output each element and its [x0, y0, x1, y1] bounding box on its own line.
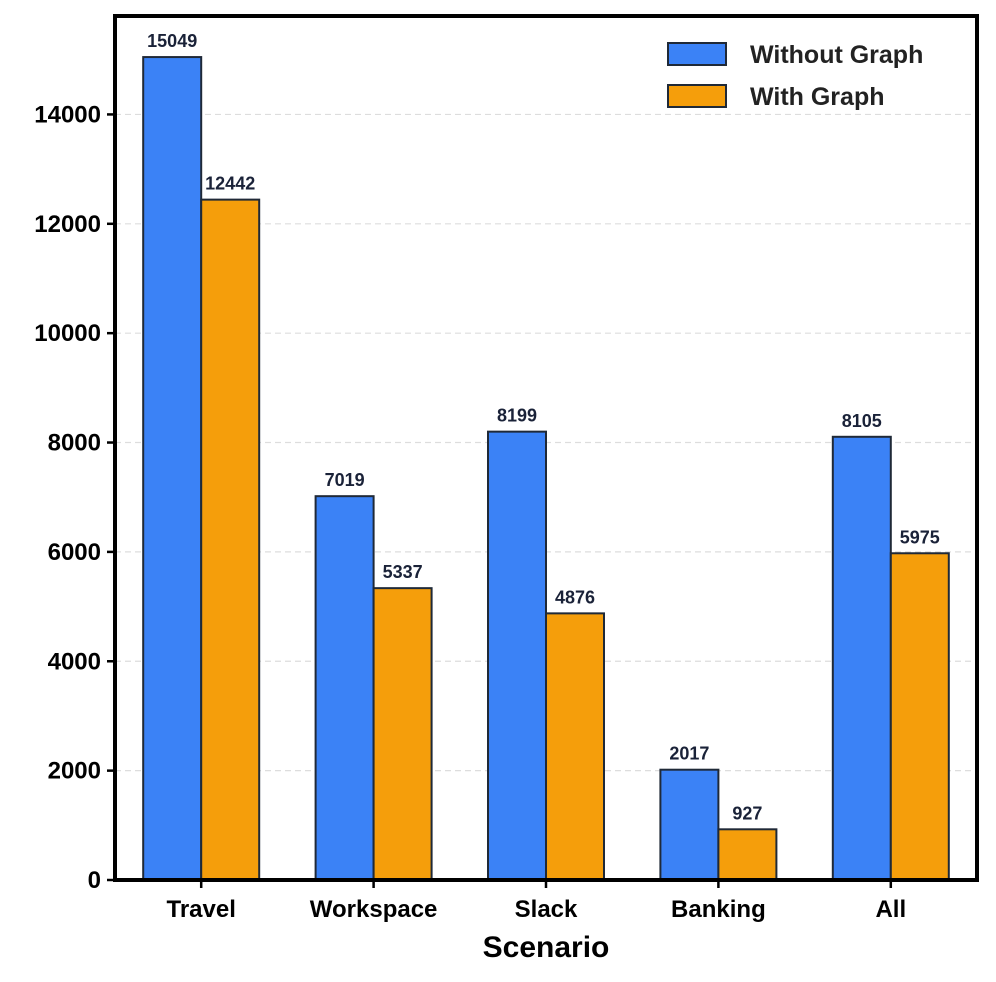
bar-with-graph [200, 198, 261, 882]
bar-without-graph [142, 56, 203, 882]
legend-label: With Graph [750, 83, 885, 111]
y-tick-label: 14000 [34, 101, 101, 128]
x-axis: Travel Workspace Slack Banking All [167, 880, 906, 923]
x-axis-title: Scenario [483, 931, 610, 964]
bar-without-graph [831, 435, 892, 881]
legend-swatch [667, 42, 727, 66]
x-tick-label: Workspace [310, 896, 438, 923]
bar-value-label: 5337 [383, 562, 423, 582]
y-axis: 0 2000 4000 6000 8000 10000 12000 14000 [34, 101, 115, 894]
bar-without-graph [659, 768, 720, 882]
bar-with-graph [889, 552, 950, 881]
bar-value-label: 12442 [205, 174, 255, 194]
bar-without-graph [487, 430, 547, 881]
bar-without-graph [314, 495, 375, 881]
legend: Without Graph With Graph [667, 41, 923, 111]
bar-value-label: 8105 [842, 411, 882, 431]
bar-value-label: 927 [732, 803, 762, 823]
bar-with-graph [717, 828, 778, 881]
x-tick-label: All [875, 896, 906, 923]
bar-with-graph [545, 612, 605, 881]
bar-value-label: 2017 [669, 744, 709, 764]
x-tick-label: Banking [671, 896, 766, 923]
bar-value-label: 4876 [555, 587, 595, 607]
bar-value-label: 5975 [900, 527, 940, 547]
legend-label: Without Graph [750, 41, 923, 69]
y-tick-label: 2000 [48, 758, 101, 785]
y-tick-label: 10000 [34, 320, 101, 347]
bars [142, 56, 950, 882]
bar-with-graph [372, 587, 433, 881]
bar-value-label: 7019 [325, 470, 365, 490]
y-tick-label: 8000 [48, 430, 101, 457]
x-tick-label: Slack [515, 896, 578, 923]
data-labels: 15049 12442 7019 5337 8199 4876 2017 927 8105 597… [147, 31, 940, 823]
bar-value-label: 15049 [147, 31, 197, 51]
x-tick-label: Travel [167, 896, 236, 923]
y-tick-label: 0 [88, 867, 101, 894]
bar-value-label: 8199 [497, 406, 537, 426]
y-tick-label: 4000 [48, 648, 101, 675]
y-tick-label: 6000 [48, 539, 101, 566]
y-tick-label: 12000 [34, 211, 101, 238]
legend-swatch [667, 84, 727, 108]
